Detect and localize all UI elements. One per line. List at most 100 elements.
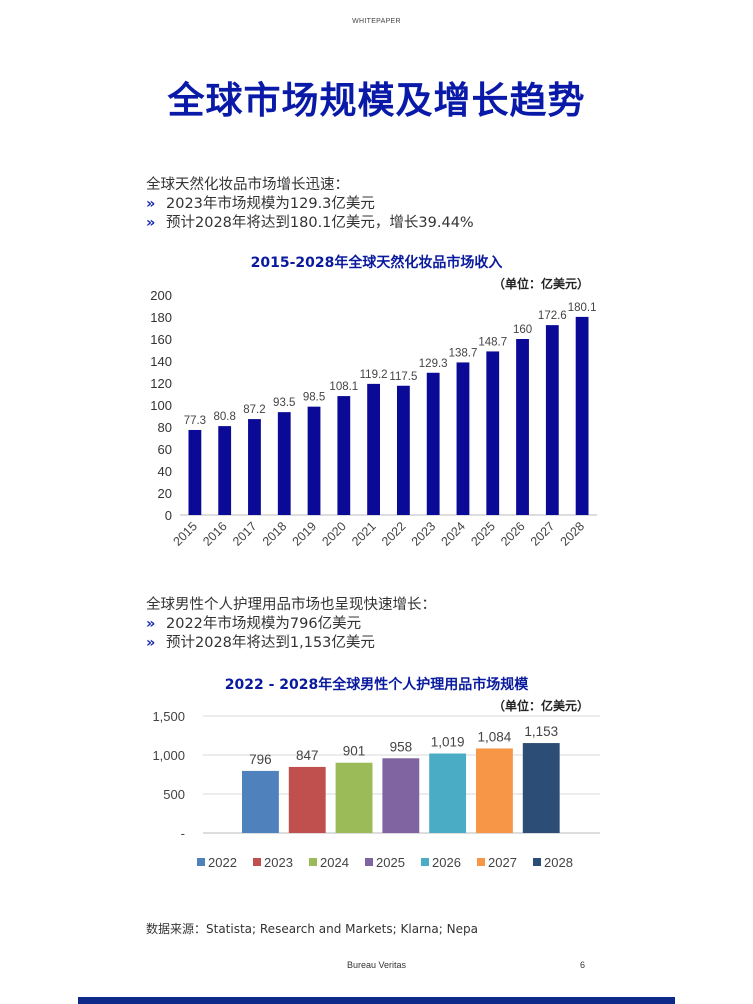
data-label: 138.7 bbox=[449, 347, 478, 359]
legend-label: 2025 bbox=[376, 855, 405, 870]
x-tick-label: 2019 bbox=[290, 519, 320, 549]
data-label: 1,019 bbox=[431, 735, 465, 750]
section1-bullet: » 预计2028年将达到180.1亿美元，增长39.44% bbox=[146, 214, 474, 233]
x-tick-label: 2018 bbox=[260, 519, 290, 549]
y-tick-label: 100 bbox=[150, 398, 172, 413]
y-tick-label: - bbox=[181, 826, 185, 841]
data-label: 901 bbox=[343, 744, 366, 759]
bar bbox=[575, 316, 589, 515]
data-label: 796 bbox=[249, 752, 272, 767]
bar bbox=[382, 758, 420, 833]
data-label: 119.2 bbox=[360, 369, 388, 381]
data-source: 数据来源：Statista; Research and Markets; Kla… bbox=[146, 922, 478, 936]
bar bbox=[248, 419, 261, 515]
x-tick-label: 2015 bbox=[170, 519, 200, 549]
page-number: 6 bbox=[580, 960, 586, 970]
x-tick-label: 2024 bbox=[439, 519, 469, 549]
x-tick-label: 2026 bbox=[498, 519, 528, 549]
bar bbox=[396, 385, 410, 515]
chart1-unit: （单位：亿美元） bbox=[493, 277, 590, 291]
legend-label: 2022 bbox=[208, 855, 237, 870]
legend-swatch bbox=[477, 858, 485, 866]
section1-intro: 全球天然化妆品市场增长迅速： bbox=[146, 177, 349, 193]
x-tick-label: 2027 bbox=[528, 519, 558, 549]
bullet-text: 2023年市场规模为129.3亿美元 bbox=[166, 196, 375, 212]
x-tick-label: 2022 bbox=[379, 519, 409, 549]
bullet-text: 预计2028年将达到180.1亿美元，增长39.44% bbox=[166, 215, 474, 231]
page-title: 全球市场规模及增长趋势 bbox=[167, 79, 586, 122]
section2-intro: 全球男性个人护理用品市场也呈现快速增长： bbox=[146, 597, 436, 613]
legend-label: 2026 bbox=[432, 855, 461, 870]
bullet-text: 2022年市场规模为796亿美元 bbox=[166, 616, 362, 632]
bar bbox=[522, 743, 560, 833]
section2-text: 全球男性个人护理用品市场也呈现快速增长： » 2022年市场规模为796亿美元 … bbox=[146, 596, 436, 653]
section1-bullet: » 2023年市场规模为129.3亿美元 bbox=[146, 195, 474, 214]
bar bbox=[486, 351, 500, 515]
legend-swatch bbox=[253, 858, 261, 866]
bar bbox=[456, 362, 470, 515]
data-label: 160 bbox=[513, 324, 532, 336]
bar bbox=[516, 339, 529, 515]
y-tick-label: 140 bbox=[150, 354, 172, 369]
bar bbox=[545, 325, 559, 515]
x-tick-label: 2021 bbox=[349, 519, 379, 549]
bullet-mark: » bbox=[146, 215, 156, 231]
data-label: 80.8 bbox=[213, 411, 235, 423]
y-tick-label: 160 bbox=[150, 332, 172, 347]
x-tick-label: 2016 bbox=[200, 519, 230, 549]
x-tick-label: 2025 bbox=[468, 519, 498, 549]
y-tick-label: 200 bbox=[150, 288, 172, 303]
data-label: 172.6 bbox=[538, 310, 567, 322]
bar bbox=[476, 748, 513, 833]
footer-bar bbox=[78, 997, 675, 1004]
chart2-unit: （单位：亿美元） bbox=[493, 699, 590, 713]
data-label: 87.2 bbox=[243, 404, 265, 416]
legend-label: 2024 bbox=[320, 855, 349, 870]
bar bbox=[337, 396, 351, 515]
header-tag: WHITEPAPER bbox=[352, 18, 401, 25]
chart1-title: 2015-2028年全球天然化妆品市场收入 bbox=[250, 255, 503, 271]
section2-bullet: » 2022年市场规模为796亿美元 bbox=[146, 615, 436, 634]
y-tick-label: 60 bbox=[158, 442, 172, 457]
bar bbox=[277, 412, 291, 515]
y-tick-label: 1,500 bbox=[152, 709, 185, 724]
footer-company: Bureau Veritas bbox=[346, 960, 407, 970]
bar bbox=[429, 753, 467, 833]
bar bbox=[367, 383, 381, 515]
legend-label: 2023 bbox=[264, 855, 293, 870]
chart2: - 500 1,000 1,500 796 847 901 958 1,019 1,084 1,15… bbox=[152, 709, 600, 870]
bullet-mark: » bbox=[146, 196, 156, 212]
section2-bullet: » 预计2028年将达到1,153亿美元 bbox=[146, 634, 436, 653]
legend-swatch bbox=[421, 858, 429, 866]
data-label: 180.1 bbox=[568, 302, 597, 314]
data-label: 98.5 bbox=[303, 392, 325, 404]
data-label: 1,153 bbox=[524, 724, 558, 739]
bar bbox=[335, 762, 373, 833]
y-tick-label: 180 bbox=[150, 310, 172, 325]
legend-swatch bbox=[365, 858, 373, 866]
bar bbox=[218, 426, 232, 515]
bar bbox=[188, 429, 202, 515]
data-label: 148.7 bbox=[478, 336, 507, 348]
chart2-title: 2022 - 2028年全球男性个人护理用品市场规模 bbox=[224, 677, 529, 693]
legend-label: 2028 bbox=[544, 855, 573, 870]
bullet-mark: » bbox=[146, 616, 156, 632]
legend-swatch bbox=[309, 858, 317, 866]
x-tick-label: 2020 bbox=[319, 519, 349, 549]
data-label: 77.3 bbox=[184, 415, 206, 427]
bar bbox=[307, 406, 321, 515]
y-tick-label: 1,000 bbox=[152, 748, 185, 763]
section1-text: 全球天然化妆品市场增长迅速： » 2023年市场规模为129.3亿美元 » 预计… bbox=[146, 176, 474, 233]
legend-label: 2027 bbox=[488, 855, 517, 870]
legend-swatch bbox=[197, 858, 205, 866]
data-label: 117.5 bbox=[389, 371, 417, 383]
y-tick-label: 20 bbox=[158, 486, 172, 501]
data-label: 847 bbox=[296, 748, 319, 763]
x-tick-label: 2017 bbox=[230, 519, 260, 549]
y-tick-label: 0 bbox=[165, 508, 172, 523]
data-label: 108.1 bbox=[329, 381, 358, 393]
y-tick-label: 80 bbox=[158, 420, 172, 435]
bar bbox=[242, 770, 279, 833]
chart1: 0 20 40 60 80 100 120 140 160 180 200 77.3 2015 80.8 2… bbox=[150, 288, 597, 549]
data-label: 958 bbox=[390, 739, 413, 754]
